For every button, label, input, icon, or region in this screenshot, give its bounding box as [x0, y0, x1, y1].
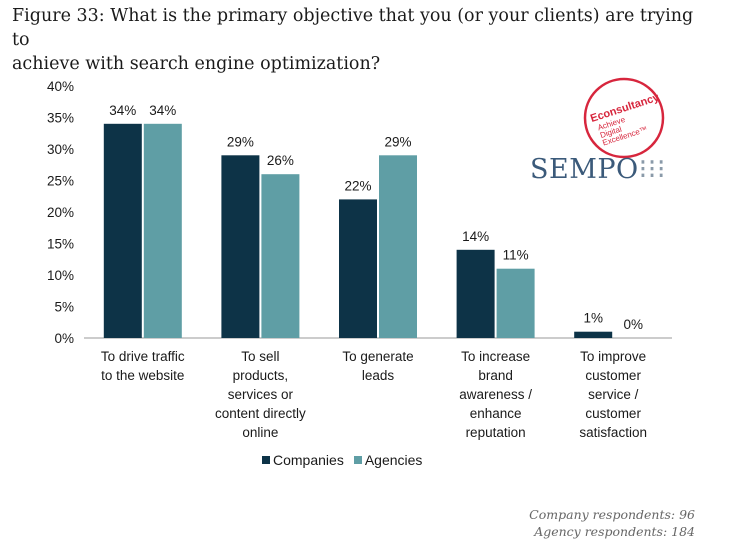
y-tick-label: 30% — [47, 142, 74, 157]
legend-item-agencies: Agencies — [353, 452, 423, 468]
y-tick-label: 25% — [47, 174, 74, 189]
bar-agencies — [143, 123, 182, 338]
data-label-agencies: 0% — [623, 317, 643, 332]
data-label-companies: 14% — [462, 229, 489, 244]
data-label-agencies: 26% — [267, 153, 294, 168]
sempo-dots-icon: ⁝⁝⁝ — [638, 154, 666, 185]
y-tick-label: 15% — [47, 237, 74, 252]
legend-swatch-companies — [262, 456, 270, 464]
chart-legend: Companies Agencies — [262, 452, 422, 468]
category-label: To increase brand awareness / enhance reputa… — [459, 349, 532, 440]
bar-companies — [221, 155, 260, 338]
category-label: To generate leads — [342, 349, 413, 383]
legend-item-companies: Companies — [262, 452, 344, 468]
data-label-agencies: 11% — [503, 248, 529, 263]
econsultancy-logo: Econsultancy Achieve Digital Excellence™ — [583, 77, 665, 159]
econsultancy-name: Econsultancy — [589, 91, 662, 125]
bar-companies — [456, 249, 495, 338]
figure-title-line1: Figure 33: What is the primary objective… — [12, 6, 694, 50]
figure-title: Figure 33: What is the primary objective… — [12, 4, 712, 76]
data-label-companies: 22% — [344, 178, 371, 193]
bar-companies — [339, 199, 377, 338]
bar-companies — [103, 123, 142, 338]
data-label-companies: 1% — [583, 311, 603, 326]
bar-agencies — [496, 268, 535, 338]
sempo-logo: SEMPO⁝⁝⁝ — [530, 154, 666, 185]
sempo-wordmark: SEMPO — [530, 154, 639, 185]
category-label: To improve customer service / customer satis… — [579, 349, 647, 440]
legend-swatch-agencies — [353, 456, 362, 464]
respondents-footnote: Company respondents: 96 Agency responden… — [529, 506, 695, 540]
data-label-agencies: 34% — [149, 103, 176, 118]
y-tick-label: 10% — [47, 268, 74, 283]
category-label: To sell products, services or content direc… — [215, 349, 306, 440]
legend-label-agencies: Agencies — [364, 452, 423, 468]
legend-label-companies: Companies — [273, 452, 344, 468]
y-tick-label: 0% — [54, 331, 74, 346]
bar-agencies — [379, 155, 417, 338]
y-tick-label: 40% — [47, 79, 74, 94]
figure-title-line2: achieve with search engine optimization? — [12, 54, 381, 74]
category-label: To drive traffic to the website — [101, 349, 185, 383]
data-label-agencies: 29% — [384, 134, 411, 149]
footnote-companies: Company respondents: 96 — [529, 507, 695, 522]
y-tick-label: 20% — [47, 205, 74, 220]
data-label-companies: 29% — [227, 134, 254, 149]
bar-companies — [574, 331, 613, 338]
y-tick-label: 35% — [47, 111, 74, 126]
footnote-agencies: Agency respondents: 184 — [534, 524, 695, 539]
y-tick-label: 5% — [54, 300, 74, 315]
data-label-companies: 34% — [109, 103, 136, 118]
bar-agencies — [261, 174, 300, 338]
